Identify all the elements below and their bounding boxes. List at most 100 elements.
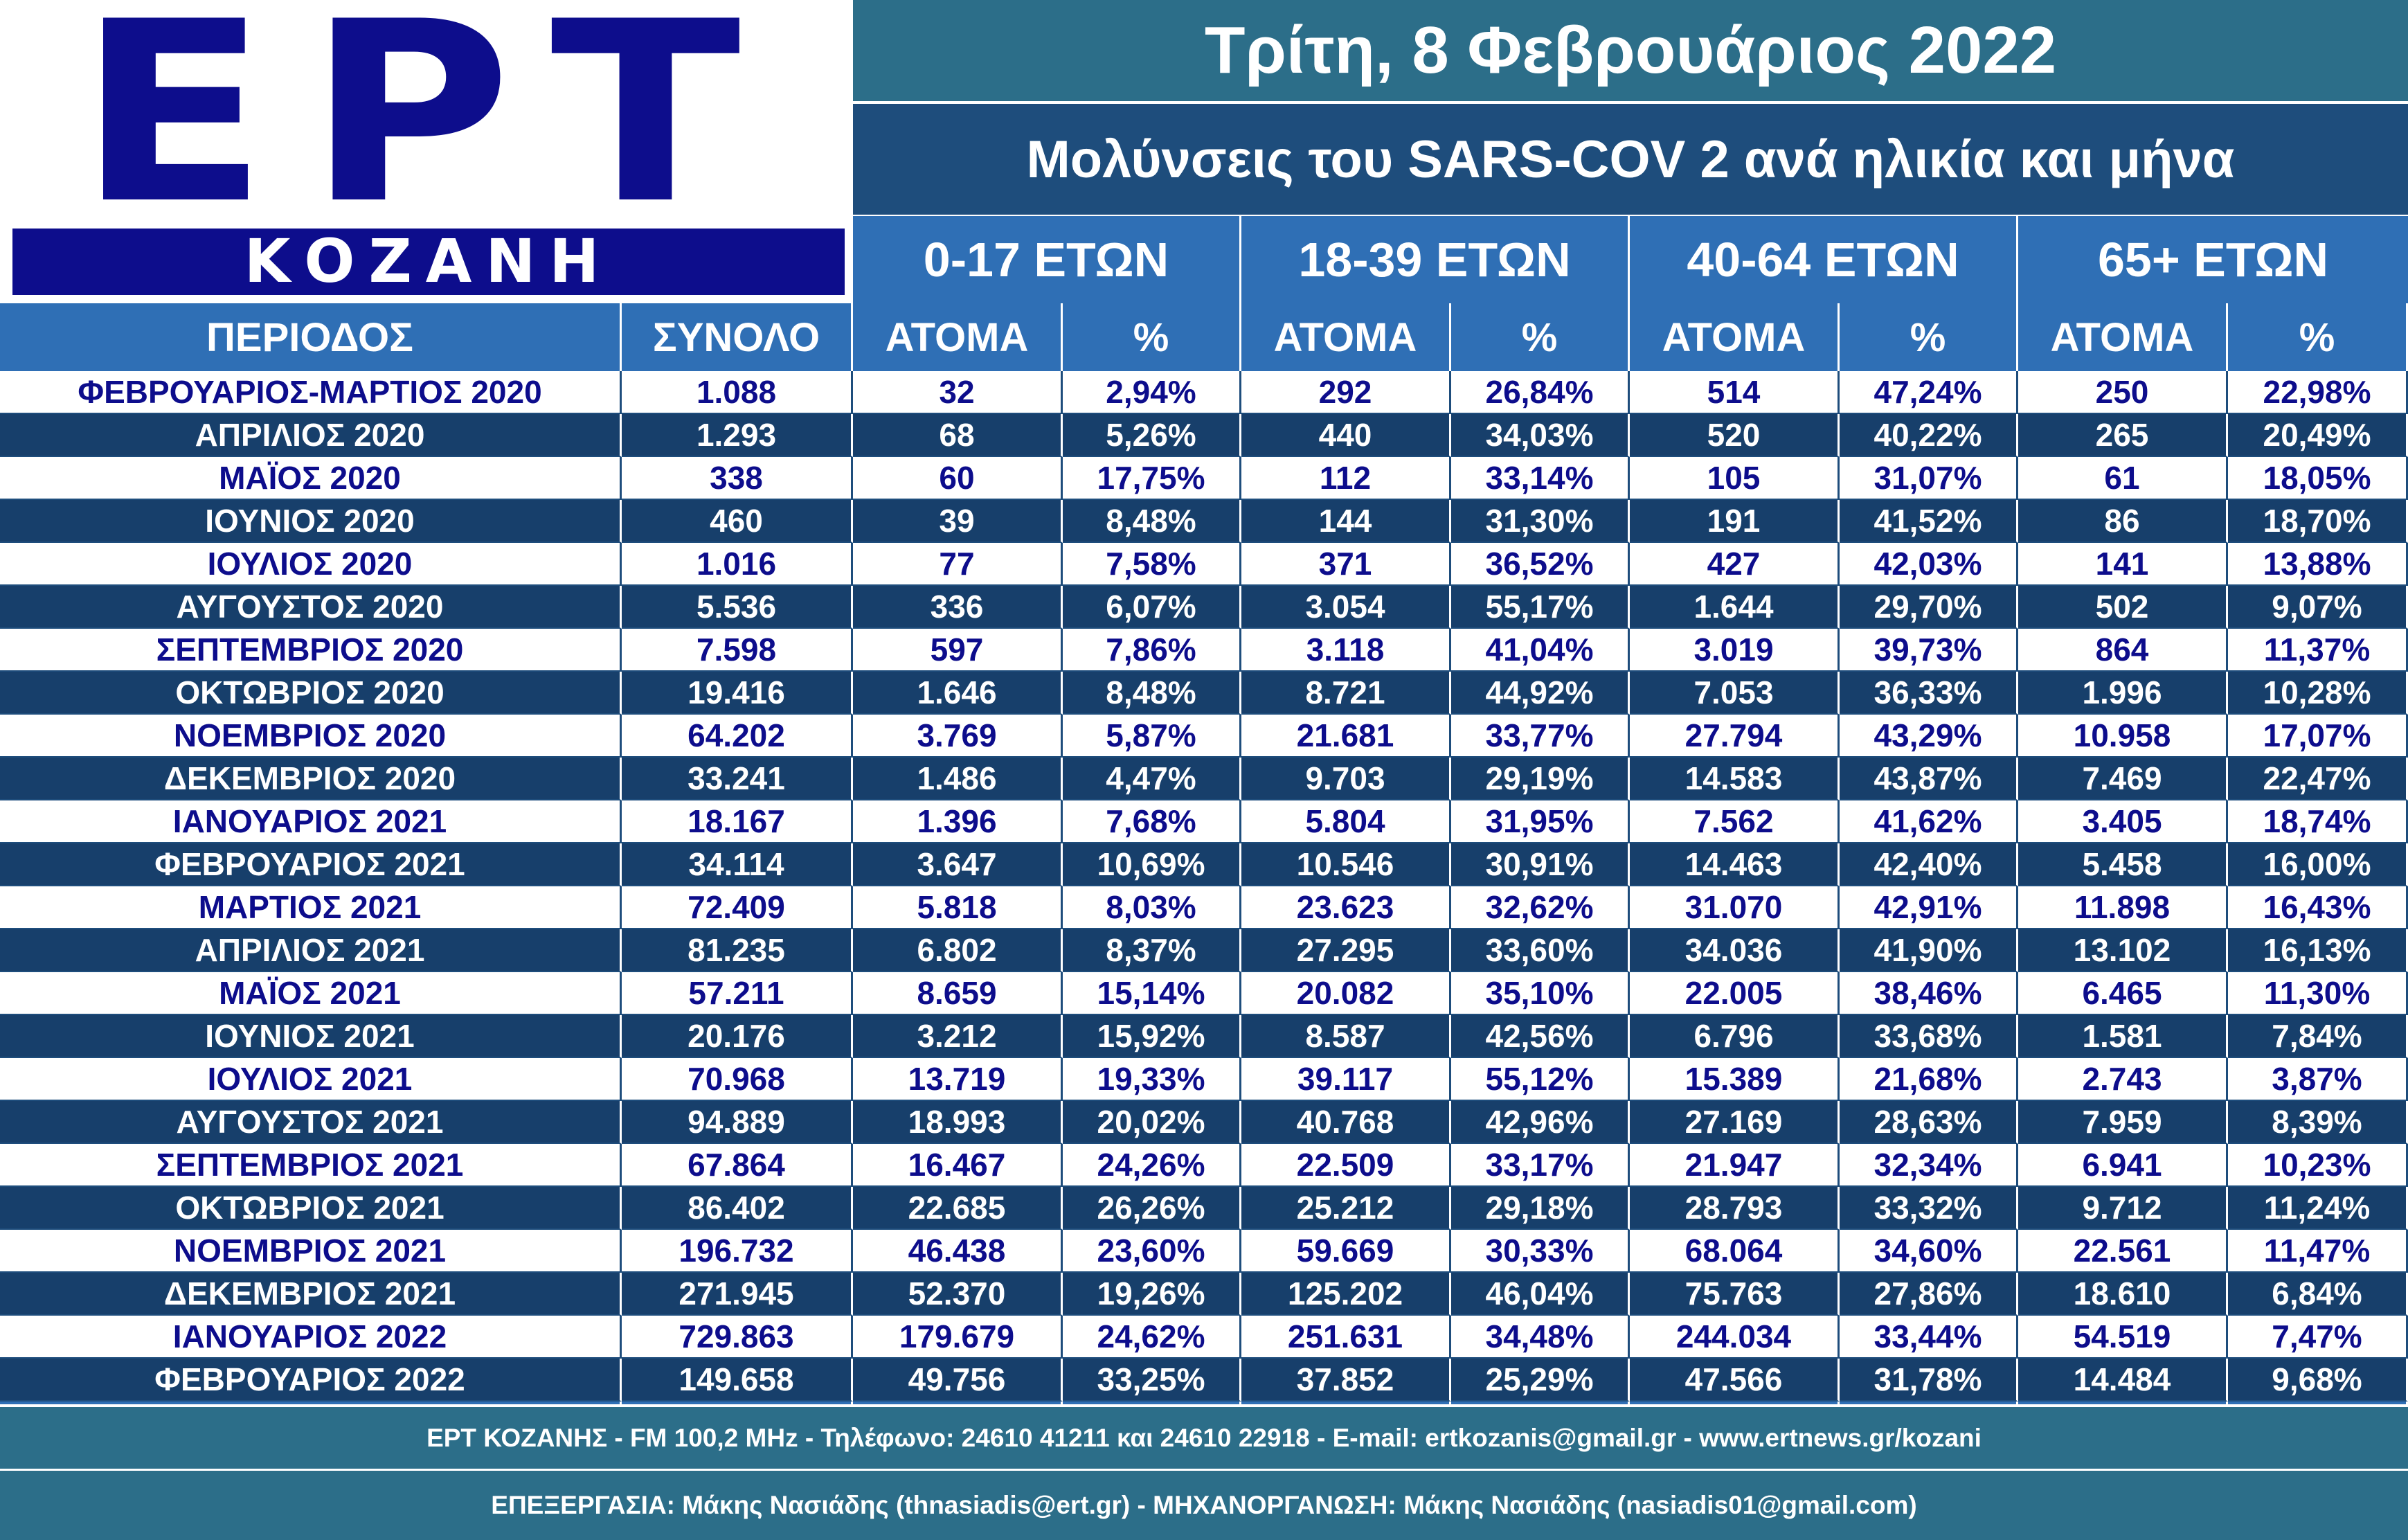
cell-pct-65-plus: 13,88% xyxy=(2228,543,2408,586)
cell-pct-0-17: 15,92% xyxy=(1063,1015,1241,1058)
cell-persons-0-17: 179.679 xyxy=(853,1316,1063,1359)
cell-persons-0-17: 3.647 xyxy=(853,843,1063,886)
column-header-pct-65-plus: % xyxy=(2228,303,2408,371)
cell-pct-40-64: 29,70% xyxy=(1840,586,2018,629)
cell-pct-65-plus: 18,74% xyxy=(2228,800,2408,843)
table-row: ΙΑΝΟΥΑΡΙΟΣ 2022 729.863 179.679 24,62% 251.6… xyxy=(0,1316,2408,1359)
cell-pct-0-17: 23,60% xyxy=(1063,1230,1241,1273)
cell-total: 1.016 xyxy=(622,543,853,586)
cell-persons-0-17: 60 xyxy=(853,457,1063,500)
cell-period: ΟΚΤΩΒΡΙΟΣ 2020 xyxy=(0,672,622,715)
table-row: ΔΕΚΕΜΒΡΙΟΣ 2021 271.945 52.370 19,26% 125.20… xyxy=(0,1273,2408,1316)
table-row: ΜΑΡΤΙΟΣ 2021 72.409 5.818 8,03% 23.623 32,62%… xyxy=(0,886,2408,929)
cell-pct-0-17: 2,94% xyxy=(1063,371,1241,414)
table-row: ΙΟΥΛΙΟΣ 2021 70.968 13.719 19,33% 39.117 55,1… xyxy=(0,1058,2408,1101)
cell-pct-18-39: 55,12% xyxy=(1451,1058,1630,1101)
table-row: ΔΕΚΕΜΒΡΙΟΣ 2020 33.241 1.486 4,47% 9.703 29,1… xyxy=(0,758,2408,800)
cell-persons-0-17: 1.396 xyxy=(853,800,1063,843)
cell-pct-0-17: 26,26% xyxy=(1063,1187,1241,1230)
cell-pct-18-39: 31,30% xyxy=(1451,500,1630,543)
cell-persons-18-39: 8.587 xyxy=(1241,1015,1451,1058)
cell-pct-0-17: 24,62% xyxy=(1063,1316,1241,1359)
cell-persons-65-plus: 10.958 xyxy=(2018,715,2228,758)
age-group-65-plus: 65+ ΕΤΩΝ xyxy=(2018,216,2408,303)
cell-pct-0-17: 17,75% xyxy=(1063,457,1241,500)
logo-wordmark: ΕΡΤ xyxy=(78,0,780,258)
age-group-0-17: 0-17 ΕΤΩΝ xyxy=(853,216,1241,303)
cell-persons-18-39: 20.082 xyxy=(1241,972,1451,1015)
cell-persons-65-plus: 265 xyxy=(2018,414,2228,457)
cell-pct-65-plus: 11,37% xyxy=(2228,629,2408,672)
cell-pct-18-39: 44,92% xyxy=(1451,672,1630,715)
column-header-persons-0-17: ΑΤΟΜΑ xyxy=(853,303,1063,371)
cell-persons-18-39: 9.703 xyxy=(1241,758,1451,800)
cell-persons-0-17: 3.212 xyxy=(853,1015,1063,1058)
cell-persons-18-39: 40.768 xyxy=(1241,1101,1451,1144)
cell-period: ΜΑΪΟΣ 2021 xyxy=(0,972,622,1015)
cell-pct-65-plus: 8,39% xyxy=(2228,1101,2408,1144)
cell-persons-18-39: 440 xyxy=(1241,414,1451,457)
cell-period: ΣΕΠΤΕΜΒΡΙΟΣ 2020 xyxy=(0,629,622,672)
cell-persons-65-plus: 1.581 xyxy=(2018,1015,2228,1058)
cell-persons-40-64: 191 xyxy=(1630,500,1840,543)
cell-pct-65-plus: 18,70% xyxy=(2228,500,2408,543)
cell-pct-0-17: 15,14% xyxy=(1063,972,1241,1015)
cell-persons-40-64: 31.070 xyxy=(1630,886,1840,929)
table-row: ΙΟΥΛΙΟΣ 2020 1.016 77 7,58% 371 36,52% 427 42,0… xyxy=(0,543,2408,586)
cell-pct-18-39: 36,52% xyxy=(1451,543,1630,586)
cell-pct-40-64: 42,91% xyxy=(1840,886,2018,929)
cell-persons-40-64: 22.005 xyxy=(1630,972,1840,1015)
table-row: ΦΕΒΡΟΥΑΡΙΟΣ 2021 34.114 3.647 10,69% 10.546 3… xyxy=(0,843,2408,886)
cell-persons-40-64: 3.019 xyxy=(1630,629,1840,672)
cell-period: ΙΑΝΟΥΑΡΙΟΣ 2022 xyxy=(0,1316,622,1359)
cell-period: ΜΑΪΟΣ 2020 xyxy=(0,457,622,500)
cell-pct-65-plus: 18,05% xyxy=(2228,457,2408,500)
table-row: ΝΟΕΜΒΡΙΟΣ 2021 196.732 46.438 23,60% 59.669 3… xyxy=(0,1230,2408,1273)
cell-pct-65-plus: 20,49% xyxy=(2228,414,2408,457)
cell-period: ΙΑΝΟΥΑΡΙΟΣ 2021 xyxy=(0,800,622,843)
cell-pct-40-64: 41,62% xyxy=(1840,800,2018,843)
cell-persons-18-39: 5.804 xyxy=(1241,800,1451,843)
cell-pct-40-64: 33,32% xyxy=(1840,1187,2018,1230)
cell-pct-40-64: 33,68% xyxy=(1840,1015,2018,1058)
column-header-row: ΠΕΡΙΟΔΟΣ ΣΥΝΟΛΟ ΑΤΟΜΑ% ΑΤΟΜΑ% ΑΤΟΜΑ% ΑΤΟΜΑ% xyxy=(0,303,2408,371)
cell-persons-18-39: 25.212 xyxy=(1241,1187,1451,1230)
cell-persons-18-39: 27.295 xyxy=(1241,929,1451,972)
cell-period: ΦΕΒΡΟΥΑΡΙΟΣ 2021 xyxy=(0,843,622,886)
cell-pct-18-39: 33,60% xyxy=(1451,929,1630,972)
cell-pct-65-plus: 16,43% xyxy=(2228,886,2408,929)
cell-persons-65-plus: 1.996 xyxy=(2018,672,2228,715)
cell-period: ΝΟΕΜΒΡΙΟΣ 2021 xyxy=(0,1230,622,1273)
cell-pct-18-39: 55,17% xyxy=(1451,586,1630,629)
cell-pct-40-64: 41,90% xyxy=(1840,929,2018,972)
cell-persons-65-plus: 6.941 xyxy=(2018,1144,2228,1187)
cell-persons-0-17: 13.719 xyxy=(853,1058,1063,1101)
cell-persons-18-39: 59.669 xyxy=(1241,1230,1451,1273)
table-row: ΣΕΠΤΕΜΒΡΙΟΣ 2021 67.864 16.467 24,26% 22.509… xyxy=(0,1144,2408,1187)
cell-persons-40-64: 34.036 xyxy=(1630,929,1840,972)
column-header-pct-0-17: % xyxy=(1063,303,1241,371)
cell-pct-0-17: 10,69% xyxy=(1063,843,1241,886)
cell-pct-0-17: 19,26% xyxy=(1063,1273,1241,1316)
cell-pct-40-64: 41,52% xyxy=(1840,500,2018,543)
cell-persons-65-plus: 502 xyxy=(2018,586,2228,629)
cell-total: 34.114 xyxy=(622,843,853,886)
cell-pct-65-plus: 11,30% xyxy=(2228,972,2408,1015)
cell-period: ΔΕΚΕΜΒΡΙΟΣ 2021 xyxy=(0,1273,622,1316)
cell-pct-18-39: 42,56% xyxy=(1451,1015,1630,1058)
cell-total: 72.409 xyxy=(622,886,853,929)
cell-pct-40-64: 31,78% xyxy=(1840,1359,2018,1402)
cell-persons-0-17: 6.802 xyxy=(853,929,1063,972)
cell-pct-18-39: 33,77% xyxy=(1451,715,1630,758)
subtitle: Μολύνσεις του SARS-COV 2 ανά ηλικία και … xyxy=(853,104,2408,215)
cell-pct-18-39: 30,33% xyxy=(1451,1230,1630,1273)
cell-persons-18-39: 371 xyxy=(1241,543,1451,586)
cell-persons-18-39: 39.117 xyxy=(1241,1058,1451,1101)
cell-total: 7.598 xyxy=(622,629,853,672)
table-row: ΙΟΥΝΙΟΣ 2020 460 39 8,48% 144 31,30% 191 41,52%… xyxy=(0,500,2408,543)
cell-persons-40-64: 14.463 xyxy=(1630,843,1840,886)
cell-total: 20.176 xyxy=(622,1015,853,1058)
cell-persons-18-39: 8.721 xyxy=(1241,672,1451,715)
cell-persons-65-plus: 14.484 xyxy=(2018,1359,2228,1402)
